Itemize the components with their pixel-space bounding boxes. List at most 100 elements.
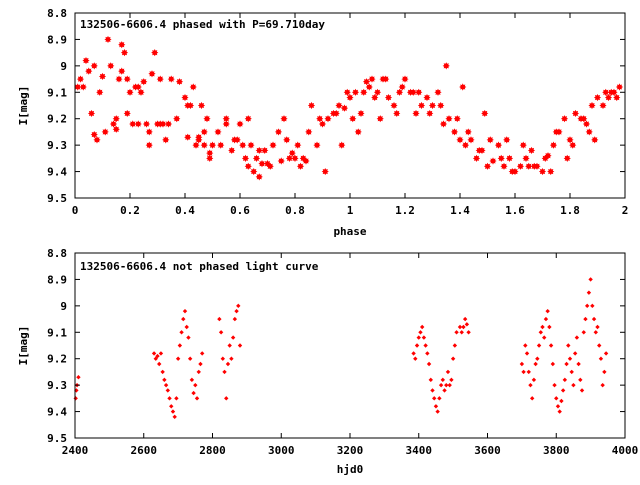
phased-data-point [417, 101, 426, 110]
phased-data-point [434, 88, 442, 96]
unphased-data-point [535, 356, 540, 361]
phased-y-axis-label: I[mag] [17, 86, 30, 126]
unphased-data-point [602, 369, 607, 375]
phased-data-point [393, 109, 401, 118]
phased-data-point [423, 93, 431, 102]
phased-data-point [486, 136, 494, 144]
phased-x-tick-label-9: 1.8 [560, 204, 580, 217]
phased-data-point [291, 154, 299, 162]
phased-data-point [497, 154, 505, 162]
unphased-tick-marks [74, 252, 626, 439]
phased-data-point [373, 88, 382, 96]
phased-data-point [82, 56, 90, 65]
unphased-data-point [151, 351, 157, 356]
unphased-data-point [416, 335, 421, 340]
unphased-data-point [225, 361, 231, 367]
unphased-data-point [543, 316, 549, 322]
phased-data-point [134, 83, 142, 91]
phased-data-point [192, 141, 200, 149]
phased-data-point [456, 136, 464, 144]
phased-data-point [104, 35, 112, 44]
unphased-x-tick-label-7: 3800 [543, 444, 570, 457]
phased-x-axis-label: phase [333, 225, 366, 238]
phased-data-point [148, 70, 156, 78]
phased-data-point [538, 167, 547, 176]
phased-data-point [321, 167, 329, 176]
unphased-y-tick-label-5: 9.3 [47, 379, 67, 392]
phased-data-point [360, 88, 368, 96]
unphased-data-point [169, 404, 174, 409]
phased-y-tick-label-1: 8.9 [47, 33, 67, 46]
unphased-data-point [584, 303, 590, 309]
phased-data-point [571, 109, 580, 118]
phased-data-point [503, 136, 511, 144]
unphased-data-point [193, 382, 198, 388]
unphased-data-point [175, 356, 181, 361]
phased-data-point [398, 83, 406, 91]
phased-x-tick-labels: 0 0.2 0.4 0.6 0.8 1 1.2 1.4 1.6 1.8 2 [72, 204, 629, 217]
phased-tick-marks [74, 12, 626, 199]
unphased-data-point [533, 361, 538, 367]
phased-data-point [412, 109, 420, 118]
unphased-data-point [588, 277, 593, 282]
phased-data-point [475, 146, 483, 155]
phased-data-point [541, 154, 549, 162]
phased-data-point [489, 157, 497, 165]
unphased-data-point [562, 377, 568, 383]
phased-data-point [371, 93, 379, 102]
phased-data-point [236, 120, 244, 128]
unphased-data-point [426, 361, 432, 367]
phased-data-point [277, 157, 285, 165]
unphased-data-point [566, 343, 571, 348]
unphased-data-point [524, 351, 530, 356]
unphased-y-tick-label-1: 8.9 [47, 273, 67, 286]
phased-data-point [134, 120, 142, 128]
phased-data-point [145, 141, 153, 149]
unphased-data-point [538, 330, 543, 335]
phased-data-point [233, 136, 241, 144]
phased-data-point [481, 109, 489, 118]
unphased-data-point [564, 361, 569, 367]
phased-data-point [530, 162, 538, 170]
phased-data-point [266, 162, 274, 170]
phased-data-point [156, 75, 164, 83]
phased-x-tick-label-6: 1.2 [395, 204, 415, 217]
phased-data-point [415, 88, 423, 96]
unphased-data-point [198, 361, 203, 367]
phased-data-point [362, 78, 371, 86]
unphased-data-point [547, 324, 552, 330]
phased-data-point [390, 101, 398, 110]
phased-data-point [566, 136, 574, 144]
unphased-data-point [548, 343, 554, 348]
phased-data-point [599, 101, 607, 110]
phased-data-point [189, 83, 197, 91]
phased-light-curve-panel: 0 0.2 0.4 0.6 0.8 1 1.2 1.4 1.6 1.8 2 8.8 8.9 9 9.1 9.… [17, 7, 628, 238]
phased-data-point [115, 75, 123, 83]
unphased-data-point [196, 369, 201, 375]
phased-data-point [181, 93, 189, 102]
unphased-data-point [232, 316, 238, 322]
unphased-data-point [435, 409, 440, 414]
phased-data-point [167, 75, 175, 83]
phased-data-point [173, 115, 181, 123]
unphased-y-axis-label: I[mag] [17, 326, 30, 366]
phased-data-point [90, 130, 98, 139]
phased-data-point [184, 101, 192, 110]
phased-data-point [151, 49, 159, 57]
phased-data-point [343, 88, 351, 96]
phased-data-point [162, 136, 170, 144]
phased-data-point [184, 133, 192, 141]
phased-data-point [332, 109, 340, 118]
phased-data-point [203, 115, 211, 123]
phased-data-point [93, 136, 101, 144]
unphased-data-point [421, 335, 427, 340]
phased-data-point [197, 101, 206, 110]
phased-data-point [437, 101, 445, 110]
unphased-data-point [165, 388, 171, 393]
unphased-y-tick-label-7: 9.5 [47, 432, 67, 445]
unphased-y-tick-labels: 8.8 8.9 9 9.1 9.2 9.3 9.4 9.5 [47, 247, 67, 445]
phased-data-point [101, 128, 109, 136]
unphased-x-tick-label-5: 3400 [406, 444, 433, 457]
unphased-data-point [411, 351, 416, 356]
phased-data-point [250, 167, 258, 176]
